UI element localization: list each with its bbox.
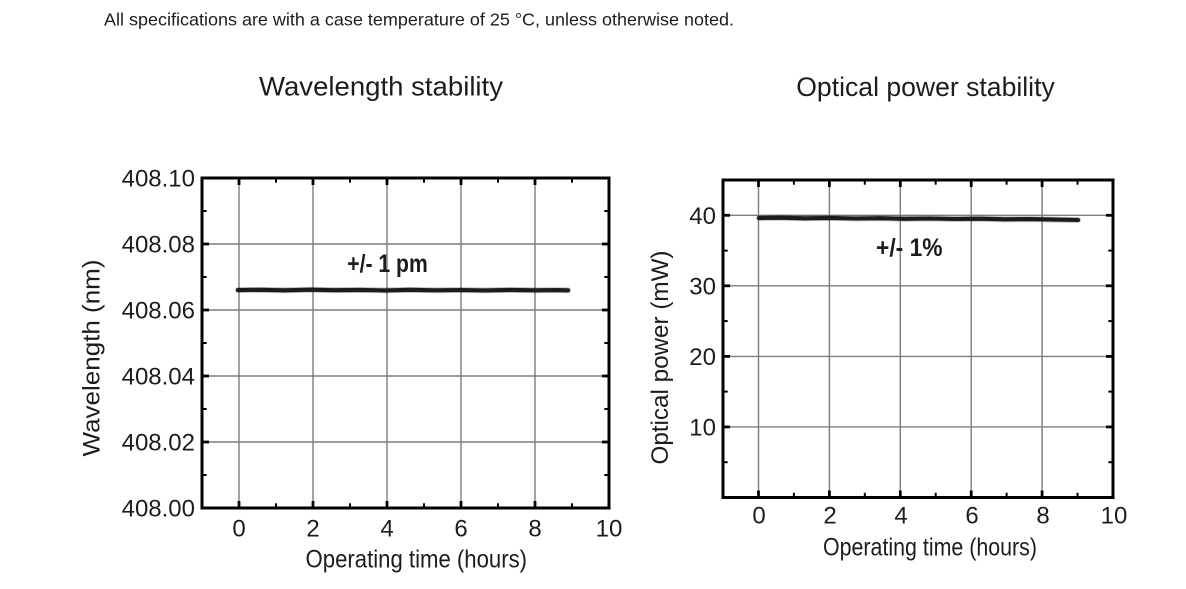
svg-text:408.08: 408.08: [122, 232, 195, 259]
svg-text:408.02: 408.02: [122, 430, 195, 457]
svg-text:10: 10: [596, 516, 623, 543]
svg-text:6: 6: [965, 503, 978, 530]
svg-text:408.00: 408.00: [122, 496, 195, 523]
svg-text:8: 8: [528, 516, 541, 543]
svg-text:4: 4: [894, 503, 907, 530]
svg-text:20: 20: [689, 344, 716, 371]
svg-text:40: 40: [689, 203, 716, 230]
svg-text:+/- 1 pm: +/- 1 pm: [347, 250, 428, 278]
svg-text:6: 6: [454, 516, 467, 543]
svg-text:10: 10: [689, 415, 716, 442]
svg-text:4: 4: [380, 516, 393, 543]
svg-text:Operating time (hours): Operating time (hours): [823, 534, 1037, 562]
svg-text:408.06: 408.06: [122, 298, 195, 325]
svg-text:30: 30: [689, 274, 716, 301]
svg-text:Optical power stability: Optical power stability: [796, 72, 1055, 102]
svg-text:2: 2: [306, 516, 319, 543]
svg-text:Wavelength stability: Wavelength stability: [259, 72, 503, 102]
svg-text:2: 2: [823, 503, 836, 530]
svg-text:8: 8: [1036, 503, 1049, 530]
svg-text:408.10: 408.10: [122, 166, 195, 193]
svg-text:Operating time (hours): Operating time (hours): [306, 546, 528, 574]
svg-text:All specifications are with a: All specifications are with a case tempe…: [104, 9, 734, 29]
svg-text:0: 0: [232, 516, 245, 543]
svg-text:408.04: 408.04: [122, 364, 195, 391]
svg-text:Wavelength (nm): Wavelength (nm): [78, 260, 105, 457]
svg-text:0: 0: [752, 503, 765, 530]
svg-text:+/- 1%: +/- 1%: [876, 234, 943, 262]
svg-text:Optical power (mW): Optical power (mW): [647, 251, 674, 465]
svg-text:10: 10: [1101, 503, 1128, 530]
